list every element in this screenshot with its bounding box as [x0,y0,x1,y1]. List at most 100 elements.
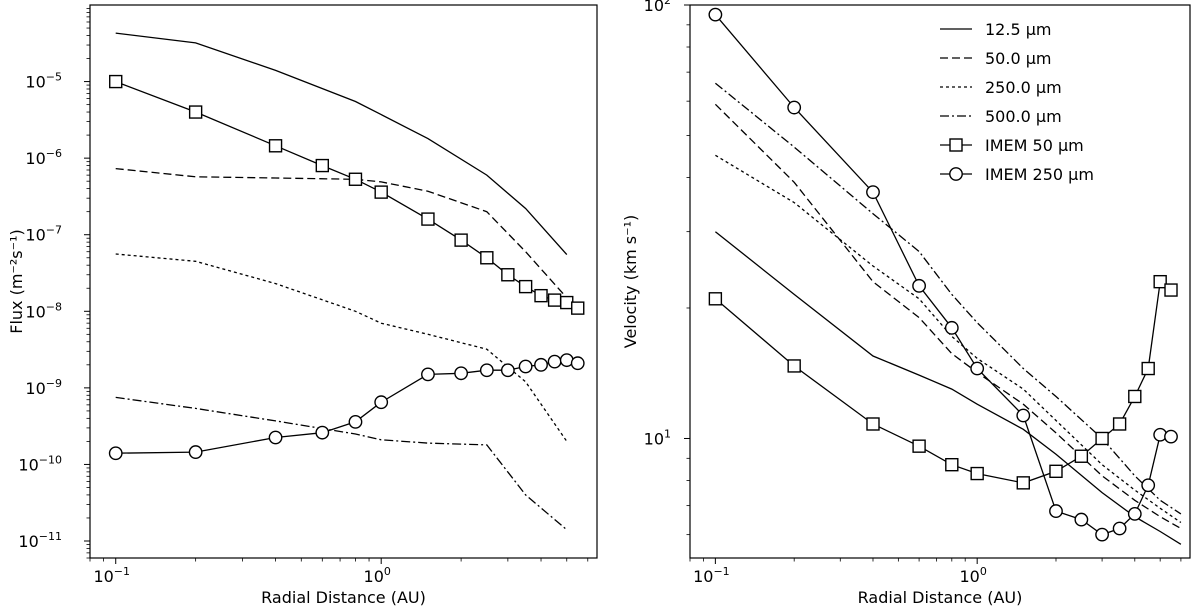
legend-label-imem-50-m: IMEM 50 µm [985,136,1084,155]
right-point-imem-50-m [945,457,959,472]
left-point-imem-50-m [374,185,388,199]
left-y-tick-label: 10−5 [25,71,62,92]
right-point-imem-50-m [1016,476,1030,490]
right-line-500-0-m [714,82,1182,515]
legend-entry-12-5-m: 12.5 µm [940,20,1051,39]
left-point-imem-50-m [348,172,363,186]
left-x-tick-label: 100 [364,565,391,586]
right-x-tick-label-base: 10 [959,567,979,586]
left-line-500-0-m [115,396,568,531]
right-point-imem-250-m [1141,478,1156,493]
legend-label-50-0-m: 50.0 µm [985,49,1051,68]
left-y-axis-label: Flux (m⁻²s⁻¹) [7,229,26,333]
left-y-tick-label-base: 10 [25,226,45,245]
left-point-imem-50-m [268,139,283,153]
right-point-imem-250-m [1049,504,1063,518]
left-x-tick-label-base: 10 [364,567,384,586]
right-point-imem-50-m [1049,464,1063,479]
left-y-tick-label: 10−11 [18,530,62,551]
right-point-imem-250-m [1074,512,1089,527]
left-point-imem-250-m [534,357,548,372]
right-point-imem-250-m [1164,429,1178,444]
left-point-imem-250-m [479,363,494,378]
left-y-tick-label-base: 10 [18,532,38,551]
left-point-imem-50-m [518,279,533,294]
left-point-imem-250-m [454,366,469,381]
right-point-imem-250-m [708,7,723,22]
left-point-imem-250-m [348,414,363,429]
left-y-tick-label-base: 10 [18,455,38,474]
left-point-imem-250-m [570,356,585,371]
right-point-imem-50-m [708,292,723,306]
left-point-imem-50-m [454,233,468,247]
right-point-imem-250-m [912,278,926,293]
legend-entry-imem-50-m: IMEM 50 µm [940,136,1084,155]
right-point-imem-50-m [970,466,984,481]
left-y-tick-label-base: 10 [25,302,45,321]
right-series-250-0-m [715,154,1182,524]
left-line-50-0-m [115,167,568,299]
legend-label-500-0-m: 500.0 µm [985,107,1062,126]
right-point-imem-50-m [1095,431,1109,446]
right-y-tick-label: 101 [644,427,671,448]
left-y-tick-label-exponent: −10 [39,453,62,466]
right-minor-ticks [686,24,1182,562]
right-point-imem-250-m [1127,506,1142,521]
right-point-imem-50-m [1074,449,1089,463]
right-line-imem-250-m [714,14,1172,536]
right-x-axis-label: Radial Distance (AU) [858,588,1023,607]
left-x-tick-label-exponent: −1 [114,565,130,578]
left-point-imem-50-m [315,158,330,173]
left-y-tick-label-base: 10 [25,379,45,398]
right-point-imem-250-m [1112,521,1127,536]
left-point-imem-50-m [560,295,574,310]
left-point-imem-50-m [421,212,435,226]
left-y-tick-label-exponent: −5 [46,71,62,84]
right-point-imem-250-m [970,361,985,376]
right-point-imem-50-m [912,439,926,453]
left-y-tick-label-base: 10 [25,149,45,168]
right-x-tick-label-base: 10 [693,567,713,586]
left-point-imem-50-m [547,293,562,307]
right-y-tick-label-exponent: 1 [664,427,671,440]
right-series-12-5-m [714,231,1182,545]
right-point-imem-250-m [1095,527,1109,542]
left-series-12-5-m [115,32,568,256]
left-y-tick-label: 10−10 [18,453,62,474]
left-x-tick-label: 10−1 [93,565,130,586]
legend-entry-250-0-m: 250.0 µm [940,78,1062,97]
left-y-tick-label: 10−8 [25,300,62,321]
legend-marker-imem-250-m [949,167,963,181]
right-point-imem-50-m [1164,283,1178,297]
left-point-imem-250-m [268,430,283,445]
left-point-imem-250-m [518,359,533,374]
right-point-imem-250-m [1016,408,1031,423]
left-y-tick-label: 10−6 [25,147,62,168]
left-y-tick-label: 10−7 [25,224,62,245]
left-x-tick-label-exponent: 0 [384,565,391,578]
legend-label-12-5-m: 12.5 µm [985,20,1051,39]
right-x-tick-label: 10−1 [693,565,730,586]
right-point-imem-50-m [1128,389,1142,404]
right-series-50-0-m [714,103,1182,530]
legend-entry-500-0-m: 500.0 µm [940,107,1062,126]
right-line-250-0-m [715,154,1182,524]
right-series-imem-50-m [708,274,1178,490]
right-y-tick-label-base: 10 [644,0,664,15]
left-point-imem-250-m [108,446,123,461]
right-line-50-0-m [714,103,1182,530]
legend-marker-imem-50-m [949,138,963,152]
right-x-tick-label: 100 [959,565,986,586]
left-point-imem-50-m [480,251,494,265]
right-x-tick-label-exponent: −1 [713,565,729,578]
left-y-tick-label: 10−9 [25,377,62,398]
right-axes-frame [689,4,1191,559]
right-point-imem-50-m [1141,361,1155,376]
right-point-imem-50-m [866,417,880,431]
right-point-imem-50-m [1153,274,1167,289]
left-point-imem-50-m [571,301,585,315]
left-point-imem-50-m [109,74,123,89]
left-point-imem-250-m [547,354,562,369]
legend: 12.5 µm 50.0 µm 250.0 µm 500.0 µm IMEM 50 µm… [940,20,1094,184]
